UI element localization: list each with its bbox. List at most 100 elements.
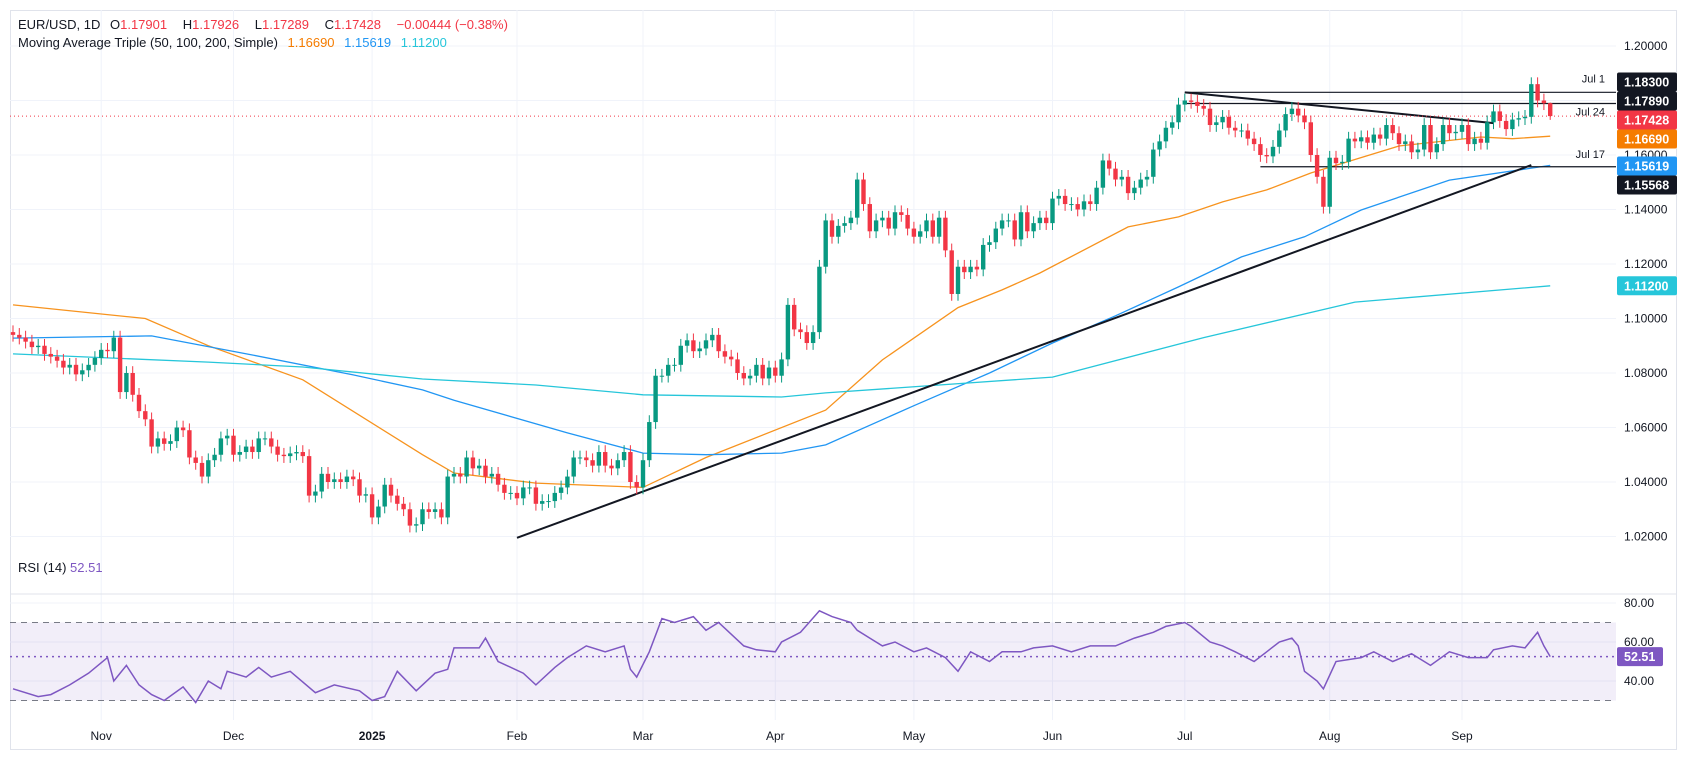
candle-up — [1371, 127, 1376, 150]
candle-up — [1094, 180, 1099, 211]
candle-up — [382, 477, 387, 514]
candle-body — [930, 220, 935, 237]
candle-down — [867, 197, 872, 239]
candle-body — [332, 479, 337, 482]
candle-up — [1327, 150, 1332, 214]
candle-down — [729, 349, 734, 367]
candle-up — [1100, 153, 1106, 195]
candle-up — [817, 259, 822, 339]
candle-body — [1396, 133, 1402, 145]
moving-average-line-ma200 — [12, 285, 1551, 398]
candle-down — [1107, 153, 1112, 176]
candle-up — [842, 216, 847, 233]
level-badge-jul1: 1.18300 — [1617, 72, 1677, 92]
candle-down — [369, 487, 375, 525]
candle-up — [1529, 77, 1534, 124]
candle-body — [407, 509, 413, 526]
candle-up — [1289, 101, 1295, 121]
candle-body — [1132, 187, 1137, 194]
candle-up — [262, 431, 268, 446]
candle-body — [899, 212, 904, 215]
candle-body — [936, 217, 942, 237]
candle-body — [766, 367, 772, 379]
level-badge-jul17-bg — [1617, 175, 1677, 195]
candle-body — [1031, 223, 1036, 232]
candle-up — [1340, 155, 1345, 170]
candle-down — [269, 431, 274, 454]
candle-down — [300, 445, 305, 463]
candle-down — [1302, 108, 1307, 130]
candle-up — [672, 358, 677, 372]
candle-body — [521, 487, 526, 499]
candle-up — [288, 446, 293, 463]
indicator-legend[interactable]: Moving Average Triple (50, 100, 200, Sim… — [18, 35, 453, 50]
trendline — [1184, 91, 1494, 125]
close-value: 1.17428 — [334, 17, 381, 32]
candle-up — [445, 469, 450, 525]
candle-body — [1390, 125, 1395, 134]
change-value: −0.00444 (−0.38%) — [396, 17, 508, 32]
candle-body — [1044, 217, 1049, 224]
candle-body — [470, 457, 476, 469]
candle-up — [577, 450, 583, 465]
candle-body — [1365, 137, 1370, 143]
candle-body — [256, 438, 261, 453]
candle-down — [426, 502, 431, 519]
candle-body — [603, 452, 608, 466]
candle-up — [1346, 131, 1351, 169]
rsi-legend[interactable]: RSI (14) 52.51 — [18, 560, 103, 575]
candle-up — [823, 213, 828, 274]
candle-up — [67, 358, 72, 375]
candle-body — [1447, 125, 1452, 134]
candle-up — [836, 219, 841, 244]
candle-down — [458, 467, 463, 484]
candle-body — [388, 484, 394, 496]
candle-body — [294, 452, 299, 454]
candle-body — [993, 228, 998, 243]
candle-body — [1207, 108, 1213, 126]
candle-body — [716, 334, 721, 352]
symbol-title: EUR/USD, 1D — [18, 17, 101, 32]
candle-body — [300, 452, 305, 457]
candle-down — [1333, 150, 1339, 170]
candle-body — [508, 492, 513, 494]
candle-body — [1516, 118, 1521, 120]
candle-down — [974, 259, 980, 277]
candle-body — [199, 462, 205, 477]
candle-up — [420, 502, 425, 532]
candle-down — [1188, 93, 1194, 109]
candle-body — [1157, 141, 1162, 150]
candle-body — [842, 223, 847, 226]
candle-body — [855, 179, 860, 218]
candle-down — [1314, 148, 1320, 184]
price-axis-label: 1.14000 — [1624, 203, 1668, 217]
candle-down — [514, 486, 520, 506]
candle-body — [1195, 101, 1200, 106]
candle-body — [653, 375, 658, 423]
candle-body — [502, 484, 507, 493]
ma50-badge-bg — [1617, 129, 1677, 149]
candle-body — [1258, 144, 1263, 155]
candle-body — [168, 441, 173, 444]
candle-down — [1025, 205, 1030, 239]
candle-body — [628, 452, 633, 482]
candle-down — [1308, 115, 1313, 162]
candle-body — [609, 465, 614, 469]
candle-down — [1012, 213, 1017, 247]
candle-up — [993, 221, 998, 250]
low-label: L — [254, 17, 262, 32]
level-label: Jul 24 — [1576, 106, 1605, 118]
candle-body — [905, 214, 910, 229]
level-badge-jul1-bg — [1617, 72, 1677, 92]
candle-body — [99, 349, 104, 359]
candle-up — [225, 428, 230, 446]
rsi-axis-label: 40.00 — [1624, 674, 1654, 688]
candle-up — [1069, 197, 1074, 211]
level-label: Jul 17 — [1576, 149, 1605, 161]
candle-body — [848, 217, 854, 224]
candle-body — [1384, 125, 1389, 139]
candle-up — [1018, 205, 1024, 247]
candle-body — [773, 367, 778, 376]
candle-down — [73, 358, 79, 382]
